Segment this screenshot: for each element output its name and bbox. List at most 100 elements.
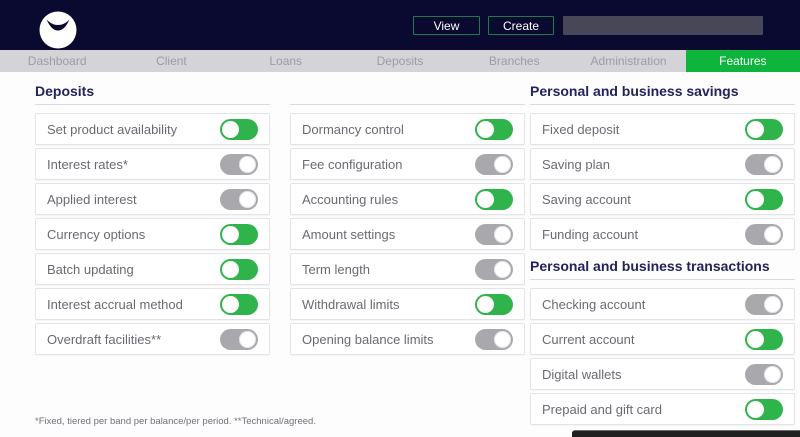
toggle-knob <box>764 365 781 383</box>
toggle-row-label: Applied interest <box>47 191 137 207</box>
toggle-row: Fee configuration <box>290 148 525 180</box>
toggle-row: Withdrawal limits <box>290 288 525 320</box>
tab-dashboard[interactable]: Dashboard <box>27 54 87 68</box>
toggle-row-label: Term length <box>302 261 370 277</box>
toggle-row-label: Accounting rules <box>302 191 399 207</box>
toggle-knob <box>222 260 239 278</box>
toggle-row: Applied interest <box>35 183 270 215</box>
toggle-knob <box>477 295 494 313</box>
toggle-switch[interactable] <box>475 223 513 245</box>
toggle-knob <box>239 330 256 348</box>
section-heading-savings: Personal and business savings <box>530 83 795 105</box>
tab-client[interactable]: Client <box>156 54 187 68</box>
toggle-row: Currency options <box>35 218 270 250</box>
toggle-knob <box>239 155 256 173</box>
toggle-switch[interactable] <box>220 118 258 140</box>
toggle-row-label: Checking account <box>542 296 646 312</box>
toggle-row: Accounting rules <box>290 183 525 215</box>
toggle-switch[interactable] <box>220 328 258 350</box>
toggle-row: Fixed deposit <box>530 113 795 145</box>
header-search-input[interactable] <box>563 16 763 35</box>
toggle-switch[interactable] <box>475 328 513 350</box>
toggle-knob <box>747 190 764 208</box>
toggle-knob <box>494 225 511 243</box>
toggle-knob <box>222 295 239 313</box>
toggle-switch[interactable] <box>220 188 258 210</box>
toggle-switch[interactable] <box>745 328 783 350</box>
toggle-switch[interactable] <box>475 188 513 210</box>
toggle-row: Opening balance limits <box>290 323 525 355</box>
toggle-row: Checking account <box>530 288 795 320</box>
toggle-row-label: Interest accrual method <box>47 296 183 312</box>
footnote-text: *Fixed, tiered per band per balance/per … <box>35 416 316 427</box>
toggle-row: Batch updating <box>35 253 270 285</box>
toggle-knob <box>239 190 256 208</box>
toggle-row: Overdraft facilities** <box>35 323 270 355</box>
toggle-row-label: Saving plan <box>542 156 610 172</box>
toggle-knob <box>747 330 764 348</box>
toggle-row: Saving plan <box>530 148 795 180</box>
toggle-switch[interactable] <box>745 153 783 175</box>
toggle-row: Term length <box>290 253 525 285</box>
toggle-row-label: Current account <box>542 331 635 347</box>
toggle-switch[interactable] <box>745 188 783 210</box>
app-header: View Create <box>0 0 800 50</box>
toggle-knob <box>764 155 781 173</box>
section-heading-empty <box>290 83 525 105</box>
toggle-switch[interactable] <box>475 293 513 315</box>
toggle-row-label: Interest rates* <box>47 156 128 172</box>
toggle-switch[interactable] <box>475 258 513 280</box>
toggle-row: Saving account <box>530 183 795 215</box>
toggle-switch[interactable] <box>745 398 783 420</box>
tab-deposits[interactable]: Deposits <box>376 54 424 68</box>
toggle-switch[interactable] <box>475 118 513 140</box>
toggle-knob <box>747 400 764 418</box>
toggle-knob <box>222 120 239 138</box>
toggle-switch[interactable] <box>475 153 513 175</box>
toggle-switch[interactable] <box>745 223 783 245</box>
toggle-knob <box>764 295 781 313</box>
tab-branches[interactable]: Branches <box>488 54 540 68</box>
toggle-row: Interest accrual method <box>35 288 270 320</box>
toggle-switch[interactable] <box>220 153 258 175</box>
toggle-switch[interactable] <box>220 223 258 245</box>
toggle-row: Interest rates* <box>35 148 270 180</box>
toggle-knob <box>764 225 781 243</box>
toggle-row-label: Opening balance limits <box>302 331 434 347</box>
create-button[interactable]: Create <box>488 16 554 35</box>
toggle-row-label: Prepaid and gift card <box>542 401 662 417</box>
section-heading-deposits: Deposits <box>35 83 270 105</box>
toggle-knob <box>747 120 764 138</box>
brand-logo-icon <box>39 11 77 49</box>
tab-administration[interactable]: Administration <box>590 54 667 68</box>
toggle-row-label: Batch updating <box>47 261 134 277</box>
column-deposits-2: Dormancy control Fee configuration Accou… <box>290 83 525 358</box>
toggle-row-label: Funding account <box>542 226 639 242</box>
toggle-knob <box>477 120 494 138</box>
toggle-knob <box>494 155 511 173</box>
tab-loans[interactable]: Loans <box>269 54 303 68</box>
toggle-row-label: Currency options <box>47 226 146 242</box>
toggle-switch[interactable] <box>745 293 783 315</box>
bottom-window-edge <box>572 430 800 437</box>
toggle-switch[interactable] <box>220 293 258 315</box>
toggle-row: Prepaid and gift card <box>530 393 795 425</box>
toggle-row-label: Overdraft facilities** <box>47 331 162 347</box>
toggle-switch[interactable] <box>220 258 258 280</box>
toggle-switch[interactable] <box>745 118 783 140</box>
view-button[interactable]: View <box>413 16 480 35</box>
toggle-row: Set product availability <box>35 113 270 145</box>
toggle-switch[interactable] <box>745 363 783 385</box>
toggle-row-label: Saving account <box>542 191 631 207</box>
column-deposits: Deposits Set product availability Intere… <box>35 83 270 358</box>
tab-features[interactable]: Features <box>685 50 800 72</box>
toggle-row-label: Amount settings <box>302 226 396 242</box>
toggle-row: Amount settings <box>290 218 525 250</box>
toggle-knob <box>477 190 494 208</box>
toggle-knob <box>494 260 511 278</box>
main-nav: Dashboard Client Loans Deposits Branches… <box>0 50 800 72</box>
toggle-row-label: Set product availability <box>47 121 178 137</box>
section-heading-transactions: Personal and business transactions <box>530 258 795 280</box>
toggle-row: Digital wallets <box>530 358 795 390</box>
toggle-row: Funding account <box>530 218 795 250</box>
